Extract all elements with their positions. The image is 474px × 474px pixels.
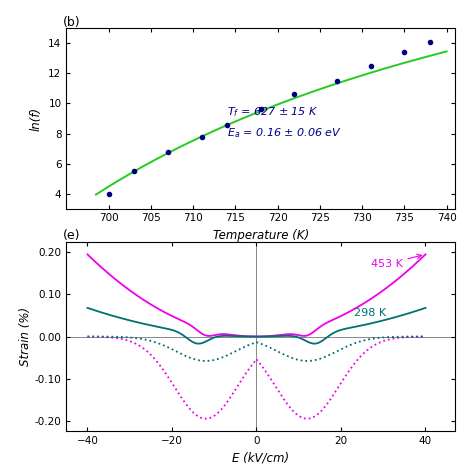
Y-axis label: Strain (%): Strain (%)	[19, 307, 32, 366]
Text: $E_a$ = 0.16 $\pm$ 0.06 eV: $E_a$ = 0.16 $\pm$ 0.06 eV	[227, 127, 342, 140]
Text: 453 K: 453 K	[371, 254, 421, 269]
Y-axis label: ln(f): ln(f)	[30, 107, 43, 130]
X-axis label: E (kV/cm): E (kV/cm)	[232, 452, 289, 465]
Text: (b): (b)	[63, 16, 80, 28]
Text: 298 K: 298 K	[354, 308, 386, 319]
Text: (e): (e)	[63, 229, 80, 242]
Text: $T_f$ = 627 $\pm$ 15 K: $T_f$ = 627 $\pm$ 15 K	[227, 106, 319, 119]
X-axis label: Temperature (K): Temperature (K)	[212, 229, 309, 242]
